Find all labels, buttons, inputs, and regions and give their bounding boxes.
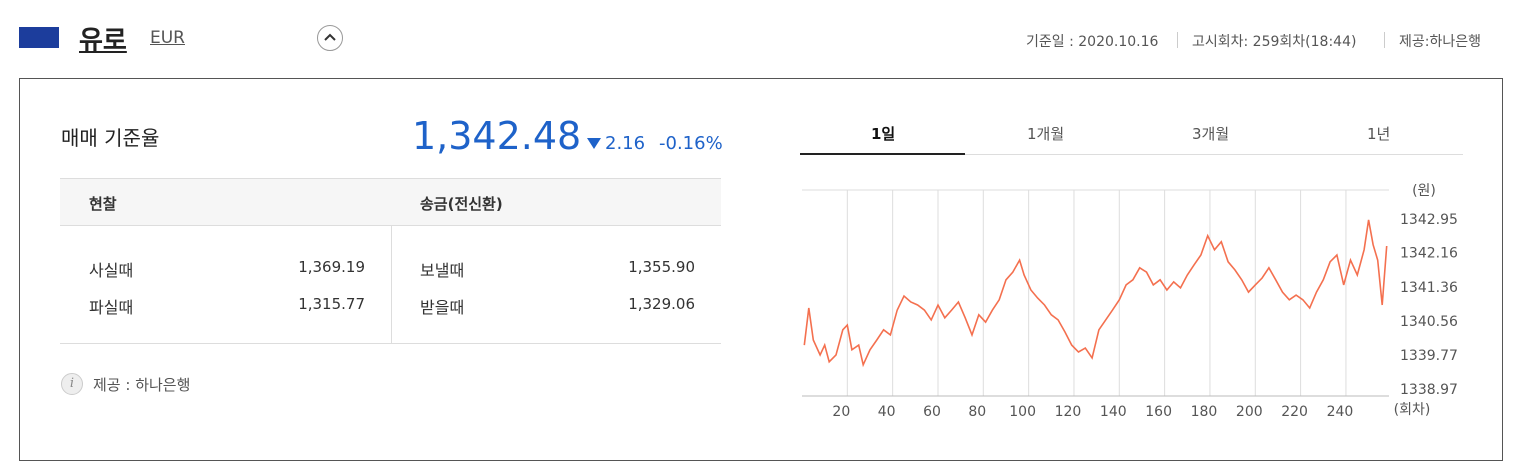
panel: [19, 78, 1503, 461]
flag: [19, 27, 59, 48]
x-tick-label: 220: [1281, 404, 1308, 420]
x-tick-label: 80: [968, 404, 986, 420]
change: 2.16: [605, 133, 646, 154]
cell-value: 1,315.77: [298, 295, 365, 313]
down-arrow: [587, 138, 601, 149]
x-tick-label: 180: [1191, 404, 1218, 420]
cell-value: 1,329.06: [628, 295, 695, 313]
base-date: 기준일 : 2020.10.16: [1026, 34, 1159, 50]
y-tick-label: 1342.16: [1400, 246, 1458, 262]
collapse-button[interactable]: [317, 25, 343, 51]
table-header: [60, 178, 721, 226]
tab[interactable]: 1개월: [1027, 125, 1065, 143]
x-tick-label: 160: [1145, 404, 1172, 420]
provider: 제공:하나은행: [1399, 34, 1481, 50]
change-pct: -0.16%: [659, 133, 723, 154]
cell-label: 사실때: [89, 261, 134, 280]
x-tick-label: 20: [832, 404, 850, 420]
table-header-cell: 현찰: [89, 195, 117, 213]
table-bottom: [60, 343, 721, 344]
footer-note: 제공 : 하나은행: [93, 376, 191, 394]
cell-value: 1,355.90: [628, 258, 695, 276]
x-unit: (회차): [1394, 402, 1431, 418]
cell-label: 파실때: [89, 298, 134, 317]
separator: [1384, 32, 1385, 48]
currency-code: EUR: [150, 28, 185, 48]
tab[interactable]: 1년: [1367, 125, 1391, 143]
rate: 1,342.48: [412, 114, 582, 158]
table-header-cell: 송금(전신환): [420, 195, 503, 213]
currency-name: 유로: [79, 26, 127, 56]
tab[interactable]: 3개월: [1192, 125, 1230, 143]
y-tick-label: 1340.56: [1400, 314, 1458, 330]
x-tick-label: 40: [878, 404, 896, 420]
y-tick-label: 1342.95: [1400, 212, 1458, 228]
x-tick-label: 60: [923, 404, 941, 420]
tab-active-line: [800, 153, 965, 155]
y-tick-label: 1341.36: [1400, 280, 1458, 296]
tab-line: [800, 154, 1463, 155]
cell-label: 보낼때: [420, 261, 465, 280]
cell-label: 받을때: [420, 298, 465, 317]
x-tick-label: 120: [1055, 404, 1082, 420]
separator: [1177, 32, 1178, 48]
notice-round: 고시회차: 259회차(18:44): [1192, 34, 1357, 50]
x-tick-label: 240: [1327, 404, 1354, 420]
summary-label: 매매 기준율: [61, 126, 160, 150]
rate-line: [803, 219, 1388, 368]
x-tick-label: 140: [1100, 404, 1127, 420]
cell-value: 1,369.19: [298, 258, 365, 276]
info-icon: i: [61, 373, 83, 395]
x-tick-label: 200: [1236, 404, 1263, 420]
tab[interactable]: 1일: [871, 125, 896, 143]
y-tick-label: 1339.77: [1400, 348, 1458, 364]
y-tick-label: 1338.97: [1400, 382, 1458, 398]
x-tick-label: 100: [1009, 404, 1036, 420]
divider: [391, 226, 392, 343]
y-unit: (원): [1412, 183, 1436, 199]
